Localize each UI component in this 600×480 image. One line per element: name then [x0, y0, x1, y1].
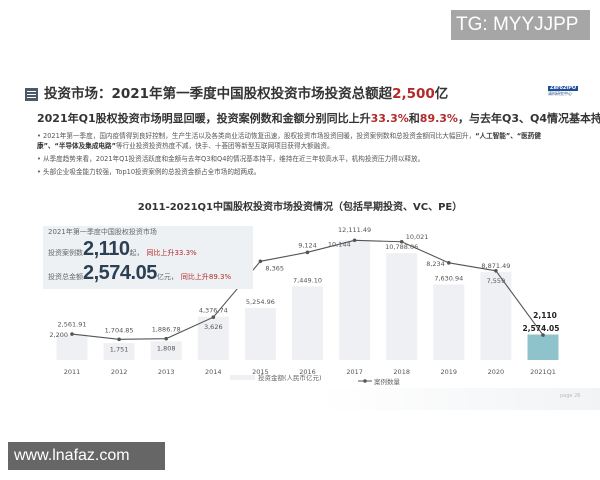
bar-value-label: 1,886.78: [152, 326, 181, 334]
x-tick-label: 2021Q1: [530, 368, 556, 376]
bullet-bold: “人工智能”、“医药健康”、“半导体及集成电路”: [37, 132, 541, 150]
legend-bar-swatch: [230, 375, 255, 380]
bullet-3: • 头部企业吸金能力较强，Top10投资案例的总投资金额占全市场的超两成。: [37, 168, 261, 176]
bullet-text: 等行业投资投资热度不减，快手、十荟团等新型互联网项目获得大额融资。: [115, 142, 334, 150]
bar-value-label: 8,871.49: [481, 262, 510, 270]
case-count-point: [305, 250, 310, 255]
subtitle: 2021年Q1股权投资市场明显回暖，投资案例数和金额分别同比上升33.3%和89…: [37, 112, 600, 126]
cases-row: 投资案例数 2,110 起， 同比上升33.3%: [48, 239, 197, 259]
bullet-text: 从季度趋势来看，2021年Q1投资活跃度和金额与去年Q3和Q4的情况基本持平，维…: [43, 155, 425, 163]
bar-value-label: 12,111.49: [338, 226, 371, 234]
bar-value-label: 4,376.74: [199, 307, 228, 315]
x-tick-label: 2019: [441, 368, 458, 376]
bar-value-label: 10,788.06: [385, 243, 418, 251]
line-value-label: 8,234: [426, 260, 445, 268]
amount-label: 投资总金额: [48, 273, 83, 281]
amount-unit: 亿元，: [156, 273, 178, 281]
bar-2019: [433, 284, 465, 360]
x-tick-label: 2018: [393, 368, 410, 376]
bullet-text: 头部企业吸金能力较强，Top10投资案例的总投资金额占全市场的超两成。: [43, 168, 261, 176]
subtitle-hl1: 33.3%: [370, 112, 409, 125]
bar-2011: [56, 334, 88, 360]
bar-value-label: 7,449.10: [293, 276, 322, 284]
x-tick-label: 2013: [158, 368, 175, 376]
amount-row: 投资总金额 2,574.05 亿元， 同比上升89.3%: [48, 263, 231, 283]
case-count-point: [117, 337, 121, 342]
highlight-case-label: 2,110: [533, 311, 557, 320]
cases-value: 2,110: [83, 238, 130, 260]
subtitle-mid: 和: [408, 112, 420, 125]
x-tick-label: 2020: [488, 368, 505, 376]
bar-value-label: 5,254.96: [246, 298, 275, 306]
page-number: page 26: [560, 393, 581, 399]
zero2ipo-logo: Zero2IPO 清科研究中心: [548, 85, 579, 96]
cases-label: 投资案例数: [48, 249, 83, 257]
case-count-point: [399, 239, 404, 244]
case-count-point: [352, 238, 357, 243]
bar-value-label: 7,630.94: [434, 274, 463, 282]
line-value-label: 10,021: [406, 233, 429, 241]
case-count-point: [70, 332, 74, 336]
watermark-top: TG: MYYJJPP: [451, 10, 590, 40]
subtitle-text: 2021年Q1股权投资市场明显回暖，投资案例数和金额分别同比上升: [37, 112, 371, 125]
bar-2017: [339, 240, 371, 360]
bar-2018: [386, 253, 418, 360]
title-suffix: 亿: [434, 86, 449, 102]
cases-growth: 同比上升33.3%: [146, 249, 197, 257]
case-count-point: [494, 269, 498, 273]
line-value-label: 9,124: [298, 241, 317, 249]
case-count-point: [211, 315, 216, 320]
line-value-label: 2,200: [49, 331, 68, 339]
case-count-point: [164, 336, 168, 341]
chart-title: 2011-2021Q1中国股权投资市场投资情况（包括早期投资、VC、PE）: [137, 202, 463, 213]
case-count-point: [541, 333, 545, 337]
line-value-label: 3,626: [204, 323, 223, 331]
summary-box: 2021年第一季度中国股权投资市场 投资案例数 2,110 起， 同比上升33.3% …: [43, 226, 253, 289]
title-text: 投资市场：2021年第一季度中国股权投资市场投资总额超: [44, 86, 393, 102]
bar-2016: [292, 286, 323, 360]
watermark-bottom: www.lnafaz.com: [8, 442, 165, 470]
bullet-text: 2021年第一季度，国内疫情得到良好控制，生产生活以及各类商业活动恢复迅速，股权…: [43, 132, 476, 140]
legend-line-label: 案例数量: [374, 377, 401, 386]
page-title: 投资市场：2021年第一季度中国股权投资市场投资总额超2,500亿: [25, 86, 448, 102]
bar-value-label: 1,704.85: [105, 326, 134, 334]
bullet-list: • 2021年第一季度，国内疫情得到良好控制，生产生活以及各类商业活动恢复迅速，…: [37, 131, 567, 180]
x-tick-label: 2015: [252, 368, 269, 376]
bar-2020: [480, 272, 512, 360]
case-count-point: [258, 259, 263, 264]
bullet-1: • 2021年第一季度，国内疫情得到良好控制，生产生活以及各类商业活动恢复迅速，…: [37, 132, 541, 150]
bar-2021Q1: [527, 334, 559, 360]
legend-line-marker: [363, 379, 367, 383]
legend-bar-label: 投资金额(人民币亿元): [258, 373, 322, 382]
line-value-label: 1,808: [157, 345, 176, 353]
x-tick-label: 2017: [346, 368, 363, 376]
x-tick-label: 2016: [299, 368, 316, 376]
bar-2013: [150, 341, 182, 360]
menu-icon: [25, 87, 38, 101]
line-value-label: 8,365: [265, 264, 284, 272]
x-tick-label: 2011: [64, 368, 81, 376]
x-tick-label: 2012: [111, 368, 128, 376]
subtitle-post: ，与去年Q3、Q4情况基本持平: [457, 112, 600, 125]
case-count-point: [447, 261, 451, 265]
x-tick-label: 2014: [205, 368, 222, 376]
line-value-label: 7,559: [487, 277, 506, 285]
title-highlight: 2,500: [392, 86, 435, 102]
footer-band: [320, 388, 600, 410]
bullet-2: • 从季度趋势来看，2021年Q1投资活跃度和金额与去年Q3和Q4的情况基本持平…: [37, 155, 425, 163]
highlight-amount-label: 2,574.05: [522, 324, 559, 333]
bar-2014: [197, 316, 229, 360]
bar-value-label: 2,561.91: [58, 321, 87, 329]
amount-value: 2,574.05: [83, 262, 157, 284]
amount-growth: 同比上升89.3%: [180, 273, 232, 281]
cases-unit: 起，: [129, 249, 144, 257]
subtitle-hl2: 89.3%: [419, 112, 458, 125]
bar-2015: [244, 307, 276, 360]
logo-text: 清科研究中心: [548, 91, 572, 96]
summary-heading: 2021年第一季度中国股权投资市场: [48, 228, 157, 236]
bar-2012: [103, 343, 135, 360]
line-value-label: 10,144: [328, 240, 351, 248]
line-value-label: 1,751: [110, 345, 129, 353]
